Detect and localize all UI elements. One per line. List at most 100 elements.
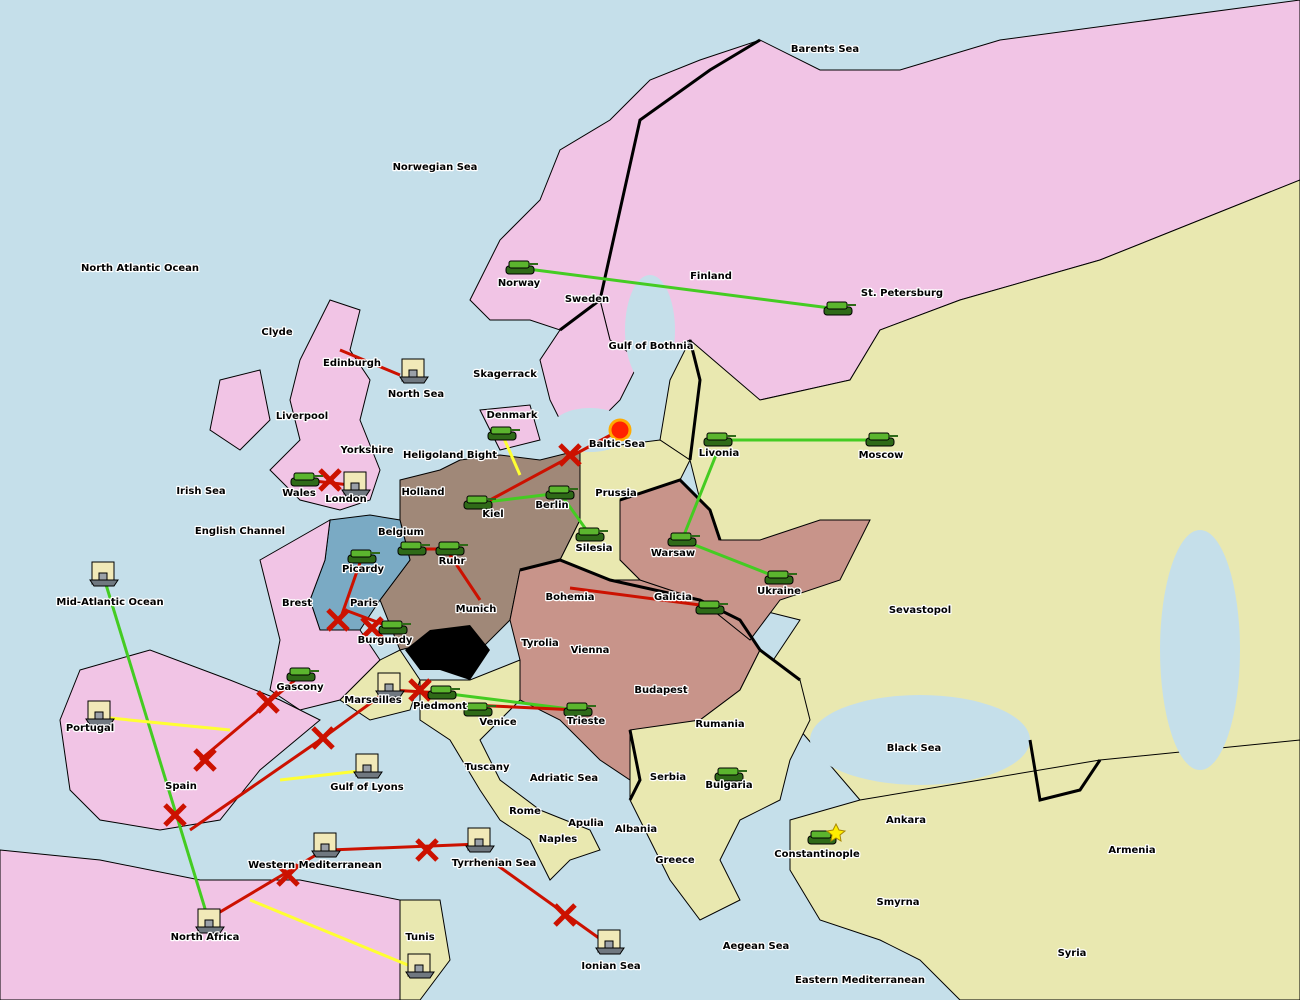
region-switzerland	[405, 625, 490, 680]
province-label: Edinburgh	[323, 358, 381, 369]
province-label: Gascony	[276, 682, 324, 693]
province-label: Clyde	[261, 327, 292, 338]
province-label: Spain	[165, 781, 197, 792]
army-tank-icon[interactable]	[463, 702, 496, 717]
province-label: Silesia	[576, 543, 613, 554]
province-label: Barents Sea	[791, 44, 859, 55]
province-label: Warsaw	[651, 548, 695, 559]
province-label: Tuscany	[464, 762, 510, 773]
province-label: Yorkshire	[340, 445, 394, 456]
province-label: Armenia	[1108, 845, 1155, 856]
move-arrow	[339, 348, 401, 377]
province-label: Serbia	[650, 772, 686, 783]
fleet-ship-icon[interactable]	[399, 358, 429, 384]
province-label: Albania	[615, 824, 657, 835]
province-label: Liverpool	[276, 411, 328, 422]
move-arrow	[329, 842, 481, 852]
army-tank-icon[interactable]	[378, 620, 411, 635]
province-label: English Channel	[195, 526, 285, 537]
province-label: Skagerrack	[473, 369, 537, 380]
fleet-ship-icon[interactable]	[85, 700, 115, 726]
move-arrow	[448, 554, 482, 601]
province-label: Western Mediterranean	[248, 860, 382, 871]
province-label: Eastern Mediterranean	[795, 975, 925, 986]
province-label: Wales	[282, 488, 316, 499]
army-tank-icon[interactable]	[397, 541, 430, 556]
move-arrow	[569, 586, 701, 607]
army-tank-icon[interactable]	[435, 541, 468, 556]
region-turkey[interactable]	[789, 739, 1300, 1000]
province-label: Sevastopol	[889, 605, 951, 616]
province-label: Bulgaria	[705, 780, 752, 791]
support-line	[441, 691, 579, 712]
failed-order-x-icon	[311, 726, 335, 750]
province-label: Tyrrhenian Sea	[452, 858, 537, 869]
army-tank-icon[interactable]	[714, 767, 747, 782]
province-label: Mid-Atlantic Ocean	[56, 597, 163, 608]
fleet-ship-icon[interactable]	[311, 832, 341, 858]
failed-order-x-icon	[276, 863, 300, 887]
province-label: Munich	[456, 604, 497, 615]
convoy-line	[249, 898, 421, 972]
caspian-sea	[1160, 530, 1240, 770]
fleet-ship-icon[interactable]	[465, 827, 495, 853]
province-label: Burgundy	[358, 635, 413, 646]
fleet-ship-icon[interactable]	[595, 929, 625, 955]
province-label: Baltic Sea	[589, 439, 645, 450]
army-tank-icon[interactable]	[764, 570, 797, 585]
region-france-south[interactable]	[259, 519, 381, 711]
black-sea	[810, 695, 1030, 785]
army-tank-icon[interactable]	[463, 495, 496, 510]
province-label: London	[325, 494, 367, 505]
province-label: Syria	[1058, 948, 1087, 959]
move-arrow	[189, 738, 321, 832]
fleet-ship-icon[interactable]	[375, 672, 405, 698]
province-label: Norwegian Sea	[393, 162, 478, 173]
province-label: St. Petersburg	[861, 288, 943, 299]
province-label: Aegean Sea	[723, 941, 790, 952]
fleet-ship-icon[interactable]	[89, 561, 119, 587]
fleet-ship-icon[interactable]	[405, 953, 435, 979]
army-tank-icon[interactable]	[703, 432, 736, 447]
army-tank-icon[interactable]	[427, 685, 460, 700]
army-tank-icon[interactable]	[865, 432, 898, 447]
move-arrow	[489, 428, 621, 502]
army-tank-icon[interactable]	[347, 549, 380, 564]
move-arrow	[214, 847, 327, 917]
move-arrow	[489, 858, 611, 948]
province-label: Moscow	[859, 450, 904, 461]
failed-order-x-icon	[326, 608, 350, 632]
army-tank-icon[interactable]	[286, 667, 319, 682]
fleet-ship-icon[interactable]	[195, 908, 225, 934]
army-tank-icon[interactable]	[545, 485, 578, 500]
province-label: Ukraine	[757, 586, 801, 597]
province-label: Prussia	[595, 488, 636, 499]
army-tank-icon[interactable]	[695, 600, 728, 615]
province-label: Irish Sea	[176, 486, 225, 497]
province-label: North Sea	[388, 389, 444, 400]
failed-order-x-icon	[408, 678, 432, 702]
province-label: Brest	[282, 598, 312, 609]
region-balkans[interactable]	[629, 649, 811, 921]
region-ireland[interactable]	[209, 369, 271, 451]
army-tank-icon[interactable]	[823, 301, 856, 316]
army-tank-icon[interactable]	[575, 527, 608, 542]
region-sweden[interactable]	[539, 299, 641, 441]
army-tank-icon[interactable]	[487, 426, 520, 441]
army-tank-icon[interactable]	[290, 472, 323, 487]
army-tank-icon[interactable]	[667, 532, 700, 547]
failed-order-x-icon	[256, 690, 280, 714]
failed-order-x-icon	[193, 748, 217, 772]
fleet-ship-icon[interactable]	[353, 753, 383, 779]
province-label: Gulf of Bothnia	[609, 341, 694, 352]
province-label: Black Sea	[887, 743, 942, 754]
region-prussia-silesia[interactable]	[559, 439, 691, 581]
province-label: Sweden	[565, 294, 609, 305]
army-tank-icon[interactable]	[505, 260, 538, 275]
fleet-ship-icon[interactable]	[341, 471, 371, 497]
gulf-of-bothnia	[625, 275, 675, 385]
province-label: Portugal	[66, 723, 114, 734]
army-tank-icon[interactable]	[563, 702, 596, 717]
